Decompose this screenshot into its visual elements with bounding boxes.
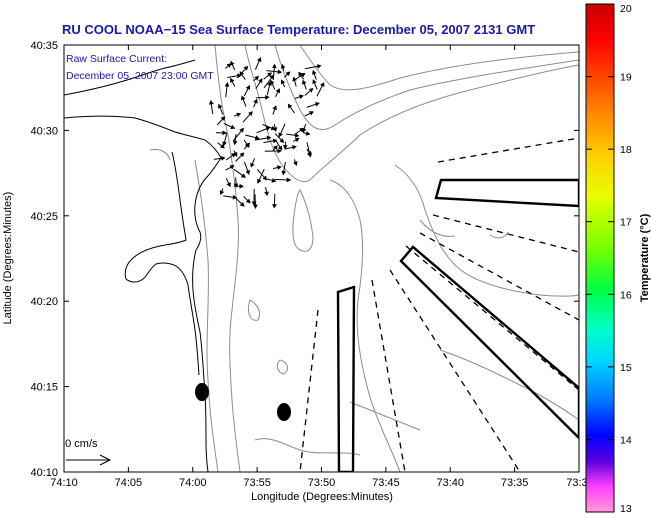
colorbar-tick-label: 13 — [620, 503, 632, 515]
colorbar-tick-label: 20 — [620, 3, 632, 15]
x-tick-label: 74:10 — [50, 477, 78, 489]
y-tick-label: 40:30 — [30, 125, 58, 137]
y-tick-label: 40:20 — [30, 296, 58, 308]
x-tick-label: 73:55 — [243, 477, 271, 489]
colorbar-label: Temperature (°C) — [639, 213, 651, 302]
colorbar-tick-label: 17 — [620, 217, 632, 229]
scale-label: 50 cm/s — [59, 438, 98, 450]
y-axis-label: Latitude (Degrees:Minutes) — [2, 192, 14, 325]
colorbar-tick-label: 19 — [620, 72, 632, 84]
x-axis-ticks: 74:10 74:05 74:00 73:55 73:50 73:45 73:40 73:35… — [50, 45, 588, 489]
temperature-colorbar — [585, 3, 615, 513]
y-tick-label: 40:25 — [30, 211, 58, 223]
map-title: RU COOL NOAA−15 Sea Surface Temperature:… — [62, 22, 535, 37]
x-tick-label: 73:50 — [308, 477, 336, 489]
x-tick-label: 73:3 — [566, 477, 587, 489]
colorbar-tick-label: 14 — [620, 434, 632, 446]
x-tick-label: 74:05 — [115, 477, 143, 489]
surface-current-vectors — [208, 57, 325, 209]
bathymetry-contours — [149, 45, 579, 472]
x-tick-label: 73:45 — [372, 477, 400, 489]
annotation-line-1: Raw Surface Current: — [66, 53, 167, 65]
scale-arrow — [66, 454, 112, 466]
y-axis-ticks: 40:35 40:30 40:25 40:20 40:15 40:10 — [30, 40, 579, 479]
x-tick-label: 74:00 — [179, 477, 207, 489]
colorbar-tick-label: 16 — [620, 289, 632, 301]
dashed-range-lines — [299, 137, 579, 472]
colorbar-tick-label: 15 — [620, 362, 632, 374]
y-tick-label: 40:15 — [30, 382, 58, 394]
y-tick-label: 40:10 — [30, 467, 58, 479]
colorbar-tick-label: 18 — [620, 144, 632, 156]
map-plot-area: Raw Surface Current: December 05, 2007 2… — [59, 45, 579, 472]
annotation-line-2: December 05, 2007 23:00 GMT — [66, 70, 214, 82]
coastline — [64, 59, 222, 472]
buoy-marker — [277, 403, 291, 421]
y-tick-label: 40:35 — [30, 40, 58, 52]
radar-beam-outlines — [336, 178, 579, 472]
x-tick-label: 73:35 — [501, 477, 529, 489]
buoy-marker — [195, 383, 209, 401]
x-tick-label: 73:40 — [436, 477, 464, 489]
colorbar-ticks: 20 19 18 17 16 15 14 13 — [586, 3, 632, 515]
x-axis-label: Longitude (Degrees:Minutes) — [251, 491, 393, 503]
